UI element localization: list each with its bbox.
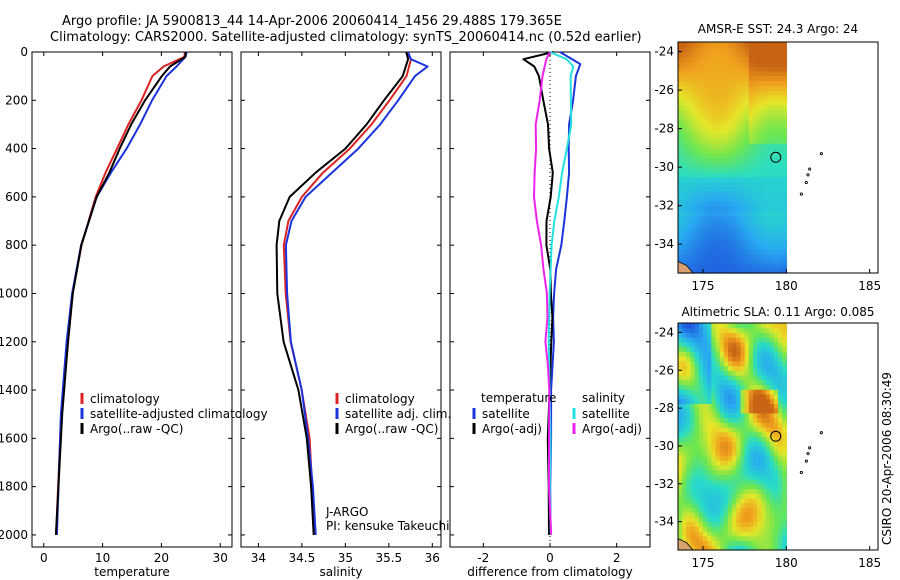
legend-title-temperature: temperature: [481, 391, 556, 405]
map-panel-1: AMSR-E SST: 24.3 Argo: 24 175 180 185 -24 -26…: [654, 22, 881, 293]
map-y-tick-label: -28: [654, 122, 674, 136]
map-y-tick-label: -32: [654, 199, 674, 213]
series-line-satellite-adj-clim-: [284, 51, 429, 535]
float-position-marker: [770, 151, 782, 163]
series-line-argo-raw-qc-: [275, 51, 410, 535]
axes-frame: [31, 51, 233, 548]
island-marker: [819, 431, 823, 435]
legend-label: climatology: [345, 392, 415, 406]
x-tick-label: 35: [338, 551, 353, 565]
x-tick-label: 0: [546, 551, 554, 565]
x-axis-label: difference from climatology: [467, 565, 633, 579]
x-tick-label: 34: [251, 551, 266, 565]
map-y-tick-label: -30: [654, 160, 674, 174]
x-tick-label: 20: [154, 551, 169, 565]
island-marker: [799, 470, 803, 474]
x-tick-label: 0: [40, 551, 48, 565]
x-tick-label: 34.5: [289, 551, 316, 565]
map-x-tick-label: 185: [858, 279, 881, 293]
island-marker: [819, 152, 823, 156]
y-tick-label: 400: [5, 142, 28, 156]
map-title: Altimetric SLA: 0.11 Argo: 0.085: [681, 305, 874, 319]
x-tick-label: 30: [213, 551, 228, 565]
x-tick-label: 2: [613, 551, 621, 565]
map-y-tick-label: -32: [654, 477, 674, 491]
map-x-tick-label: 180: [775, 556, 798, 570]
x-tick-label: 36: [425, 551, 440, 565]
map-y-tick-label: -26: [654, 83, 674, 97]
legend-label: satellite: [482, 407, 530, 421]
island-marker: [804, 180, 808, 185]
plot-title-line1: Argo profile: JA 5900813_44 14-Apr-2006 …: [62, 14, 562, 29]
legend-label: satellite adj. clim.: [345, 407, 451, 421]
map-x-tick-label: 185: [858, 556, 881, 570]
series-line-climatology: [55, 51, 186, 535]
map-y-tick-label: -28: [654, 401, 674, 415]
series-line-satellite-adjusted-climatology: [55, 51, 188, 535]
map-panel-2: Altimetric SLA: 0.11 Argo: 0.085 175 180 18…: [654, 305, 881, 570]
y-tick-label: 1200: [0, 335, 28, 349]
x-tick-label: 35.5: [375, 551, 402, 565]
island-marker: [808, 446, 812, 450]
map-y-tick-label: -24: [654, 325, 674, 339]
island-marker: [804, 459, 808, 463]
series-line-salinity-argo-adj-: [533, 51, 553, 535]
island-marker: [806, 451, 810, 456]
map-y-tick-label: -34: [654, 515, 674, 529]
y-tick-label: 600: [5, 190, 28, 204]
profile-panel-2: 34 34.5 35 35.5 36 salinity climatologysatelli…: [240, 51, 451, 579]
y-tick-label: 0: [20, 45, 28, 59]
series-line-argo-raw-qc-: [54, 51, 187, 535]
annotation-text: J-ARGO: [325, 505, 368, 519]
map-y-tick-label: -34: [654, 237, 674, 251]
map-frame: [677, 41, 879, 274]
legend-label: Argo(-adj): [582, 422, 642, 436]
profile-panel-1: 0 10 20 30 temperature 0 200 400 600 800 1000 1200 1…: [0, 45, 268, 579]
y-tick-label: 200: [5, 93, 28, 107]
y-tick-label: 800: [5, 238, 28, 252]
legend-label: satellite: [582, 407, 630, 421]
island-marker: [799, 192, 803, 196]
y-tick-label: 1800: [0, 480, 28, 494]
map-frame: [677, 322, 879, 551]
heatmap-cells: [678, 323, 787, 551]
plot-title-line2: Climatology: CARS2000. Satellite-adjuste…: [50, 30, 642, 45]
x-axis-label: temperature: [94, 565, 169, 579]
y-tick-label: 2000: [0, 528, 28, 542]
y-tick-label: 1400: [0, 383, 28, 397]
map-y-tick-label: -30: [654, 439, 674, 453]
legend-label: climatology: [90, 392, 160, 406]
map-x-tick-label: 175: [692, 556, 715, 570]
y-tick-label: 1600: [0, 431, 28, 445]
annotation-text: PI: kensuke Takeuchi: [326, 519, 449, 533]
series-line-temperature-satellite: [549, 51, 582, 535]
map-y-tick-label: -24: [654, 45, 674, 59]
x-axis-label: salinity: [319, 565, 362, 579]
x-tick-label: -2: [477, 551, 489, 565]
heatmap-cells: [678, 42, 787, 274]
legend-label: Argo(..raw -QC): [90, 422, 183, 436]
x-tick-label: 10: [95, 551, 110, 565]
axes-frame: [240, 51, 442, 548]
map-y-tick-label: -26: [654, 363, 674, 377]
map-x-tick-label: 175: [692, 279, 715, 293]
island-marker: [808, 167, 812, 171]
legend-label: satellite-adjusted climatology: [90, 407, 268, 421]
legend-label: Argo(-adj): [482, 422, 542, 436]
series-line-climatology: [282, 51, 412, 535]
float-position-marker: [770, 430, 782, 442]
island-marker: [806, 173, 810, 177]
y-tick-label: 1000: [0, 286, 28, 300]
map-title: AMSR-E SST: 24.3 Argo: 24: [698, 22, 858, 36]
legend-label: Argo(..raw -QC): [345, 422, 438, 436]
map-x-tick-label: 180: [775, 279, 798, 293]
legend-title-salinity: salinity: [582, 391, 625, 405]
